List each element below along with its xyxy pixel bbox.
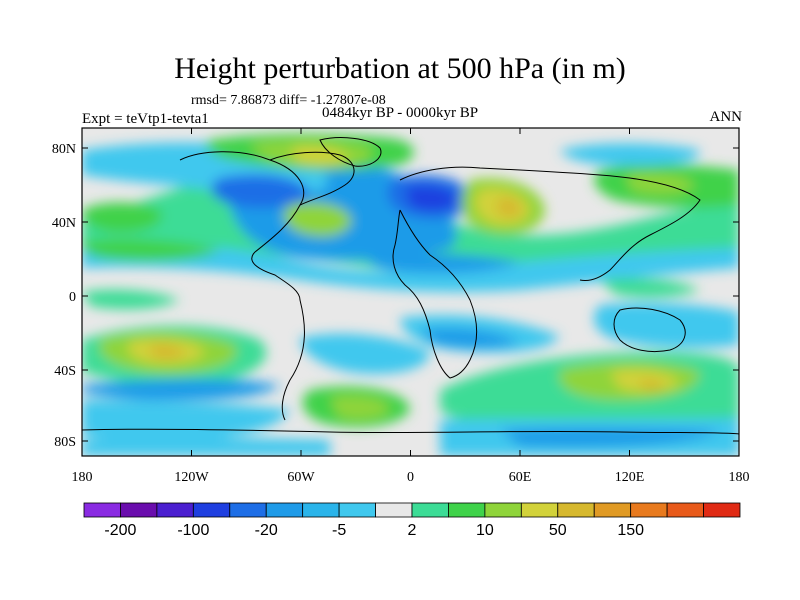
colorbar-label: -5 xyxy=(332,522,346,539)
y-tick-label: 40S xyxy=(54,364,76,379)
colorbar-swatch xyxy=(265,502,304,518)
coastline-eurasia xyxy=(399,166,701,281)
contour-band xyxy=(82,202,162,233)
period-label: 0484kyr BP - 0000kyr BP xyxy=(322,105,479,121)
contour-band xyxy=(292,146,348,164)
x-tick-label: 0 xyxy=(407,470,414,485)
colorbar-swatch xyxy=(703,502,741,518)
colorbar-swatch xyxy=(375,502,413,518)
colorbar-swatch xyxy=(338,502,376,518)
x-tick-label: 60W xyxy=(287,470,315,485)
contour-band xyxy=(300,333,430,374)
contour-band xyxy=(82,400,290,442)
contour-band xyxy=(211,174,310,208)
contour-band xyxy=(82,239,220,262)
colorbar-label: 2 xyxy=(408,522,417,539)
colorbar-swatch xyxy=(448,502,486,518)
coastline-antarctica xyxy=(82,428,739,435)
contour-band xyxy=(150,344,185,359)
colorbar-label: -200 xyxy=(104,522,136,539)
contour-band xyxy=(594,302,739,348)
contour-band xyxy=(420,327,520,349)
x-tick-label: 60E xyxy=(509,470,532,485)
colorbar-label: 10 xyxy=(476,522,494,539)
contour-band xyxy=(560,143,700,166)
colorbar-swatch xyxy=(83,502,121,518)
colorbar-swatch xyxy=(520,502,559,518)
coastline-north-america xyxy=(269,151,355,206)
contour-band xyxy=(82,437,330,456)
colorbar-swatch xyxy=(229,502,267,518)
coastline-australia xyxy=(613,307,686,353)
contour-band xyxy=(640,379,664,391)
contour-band xyxy=(283,202,352,237)
contour-field xyxy=(82,128,739,456)
contour-band xyxy=(82,378,280,401)
contour-band xyxy=(330,395,390,420)
colorbar-swatch xyxy=(411,502,449,518)
x-tick-label: 180 xyxy=(72,470,93,485)
y-tick-label: 80N xyxy=(52,142,76,157)
x-tick-label: 180 xyxy=(729,470,750,485)
colorbar-swatch xyxy=(192,502,231,518)
colorbar: -200 -100 -20 -5 2 10 50 150 xyxy=(83,502,741,539)
coastline-africa xyxy=(392,209,478,379)
season-label: ANN xyxy=(709,109,743,125)
coastlines xyxy=(82,137,739,435)
contour-band xyxy=(600,278,700,298)
experiment-label: Expt = teVtp1-tevta1 xyxy=(82,111,209,127)
axis-ticks: 180 120W 60W 0 60E 120E 180 80N 40N 0 40S 80S xyxy=(52,128,750,485)
colorbar-swatch xyxy=(156,502,194,518)
y-tick-label: 40N xyxy=(52,216,76,231)
y-tick-label: 80S xyxy=(54,435,76,450)
colorbar-swatch xyxy=(630,502,668,518)
contour-band xyxy=(496,197,521,217)
contour-band xyxy=(405,185,458,211)
x-tick-label: 120E xyxy=(615,470,645,485)
stats-line: rmsd= 7.86873 diff= -1.27807e-08 xyxy=(191,93,386,108)
contour-band xyxy=(82,242,739,292)
colorbar-swatch xyxy=(666,502,704,518)
coastline-greenland xyxy=(319,137,382,167)
y-tick-label: 0 xyxy=(69,290,76,305)
colorbar-swatch xyxy=(557,502,595,518)
colorbar-swatch xyxy=(302,502,340,518)
colorbar-label: 150 xyxy=(617,522,644,539)
colorbar-label: -20 xyxy=(255,522,278,539)
x-tick-label: 120W xyxy=(174,470,209,485)
contour-band xyxy=(369,253,520,274)
colorbar-swatch xyxy=(484,502,522,518)
contour-band xyxy=(82,289,180,310)
colorbar-label: -100 xyxy=(177,522,209,539)
colorbar-swatch xyxy=(593,502,632,518)
map-title: Height perturbation at 500 hPa (in m) xyxy=(174,52,626,85)
colorbar-label: 50 xyxy=(549,522,567,539)
colorbar-swatch xyxy=(120,502,158,518)
